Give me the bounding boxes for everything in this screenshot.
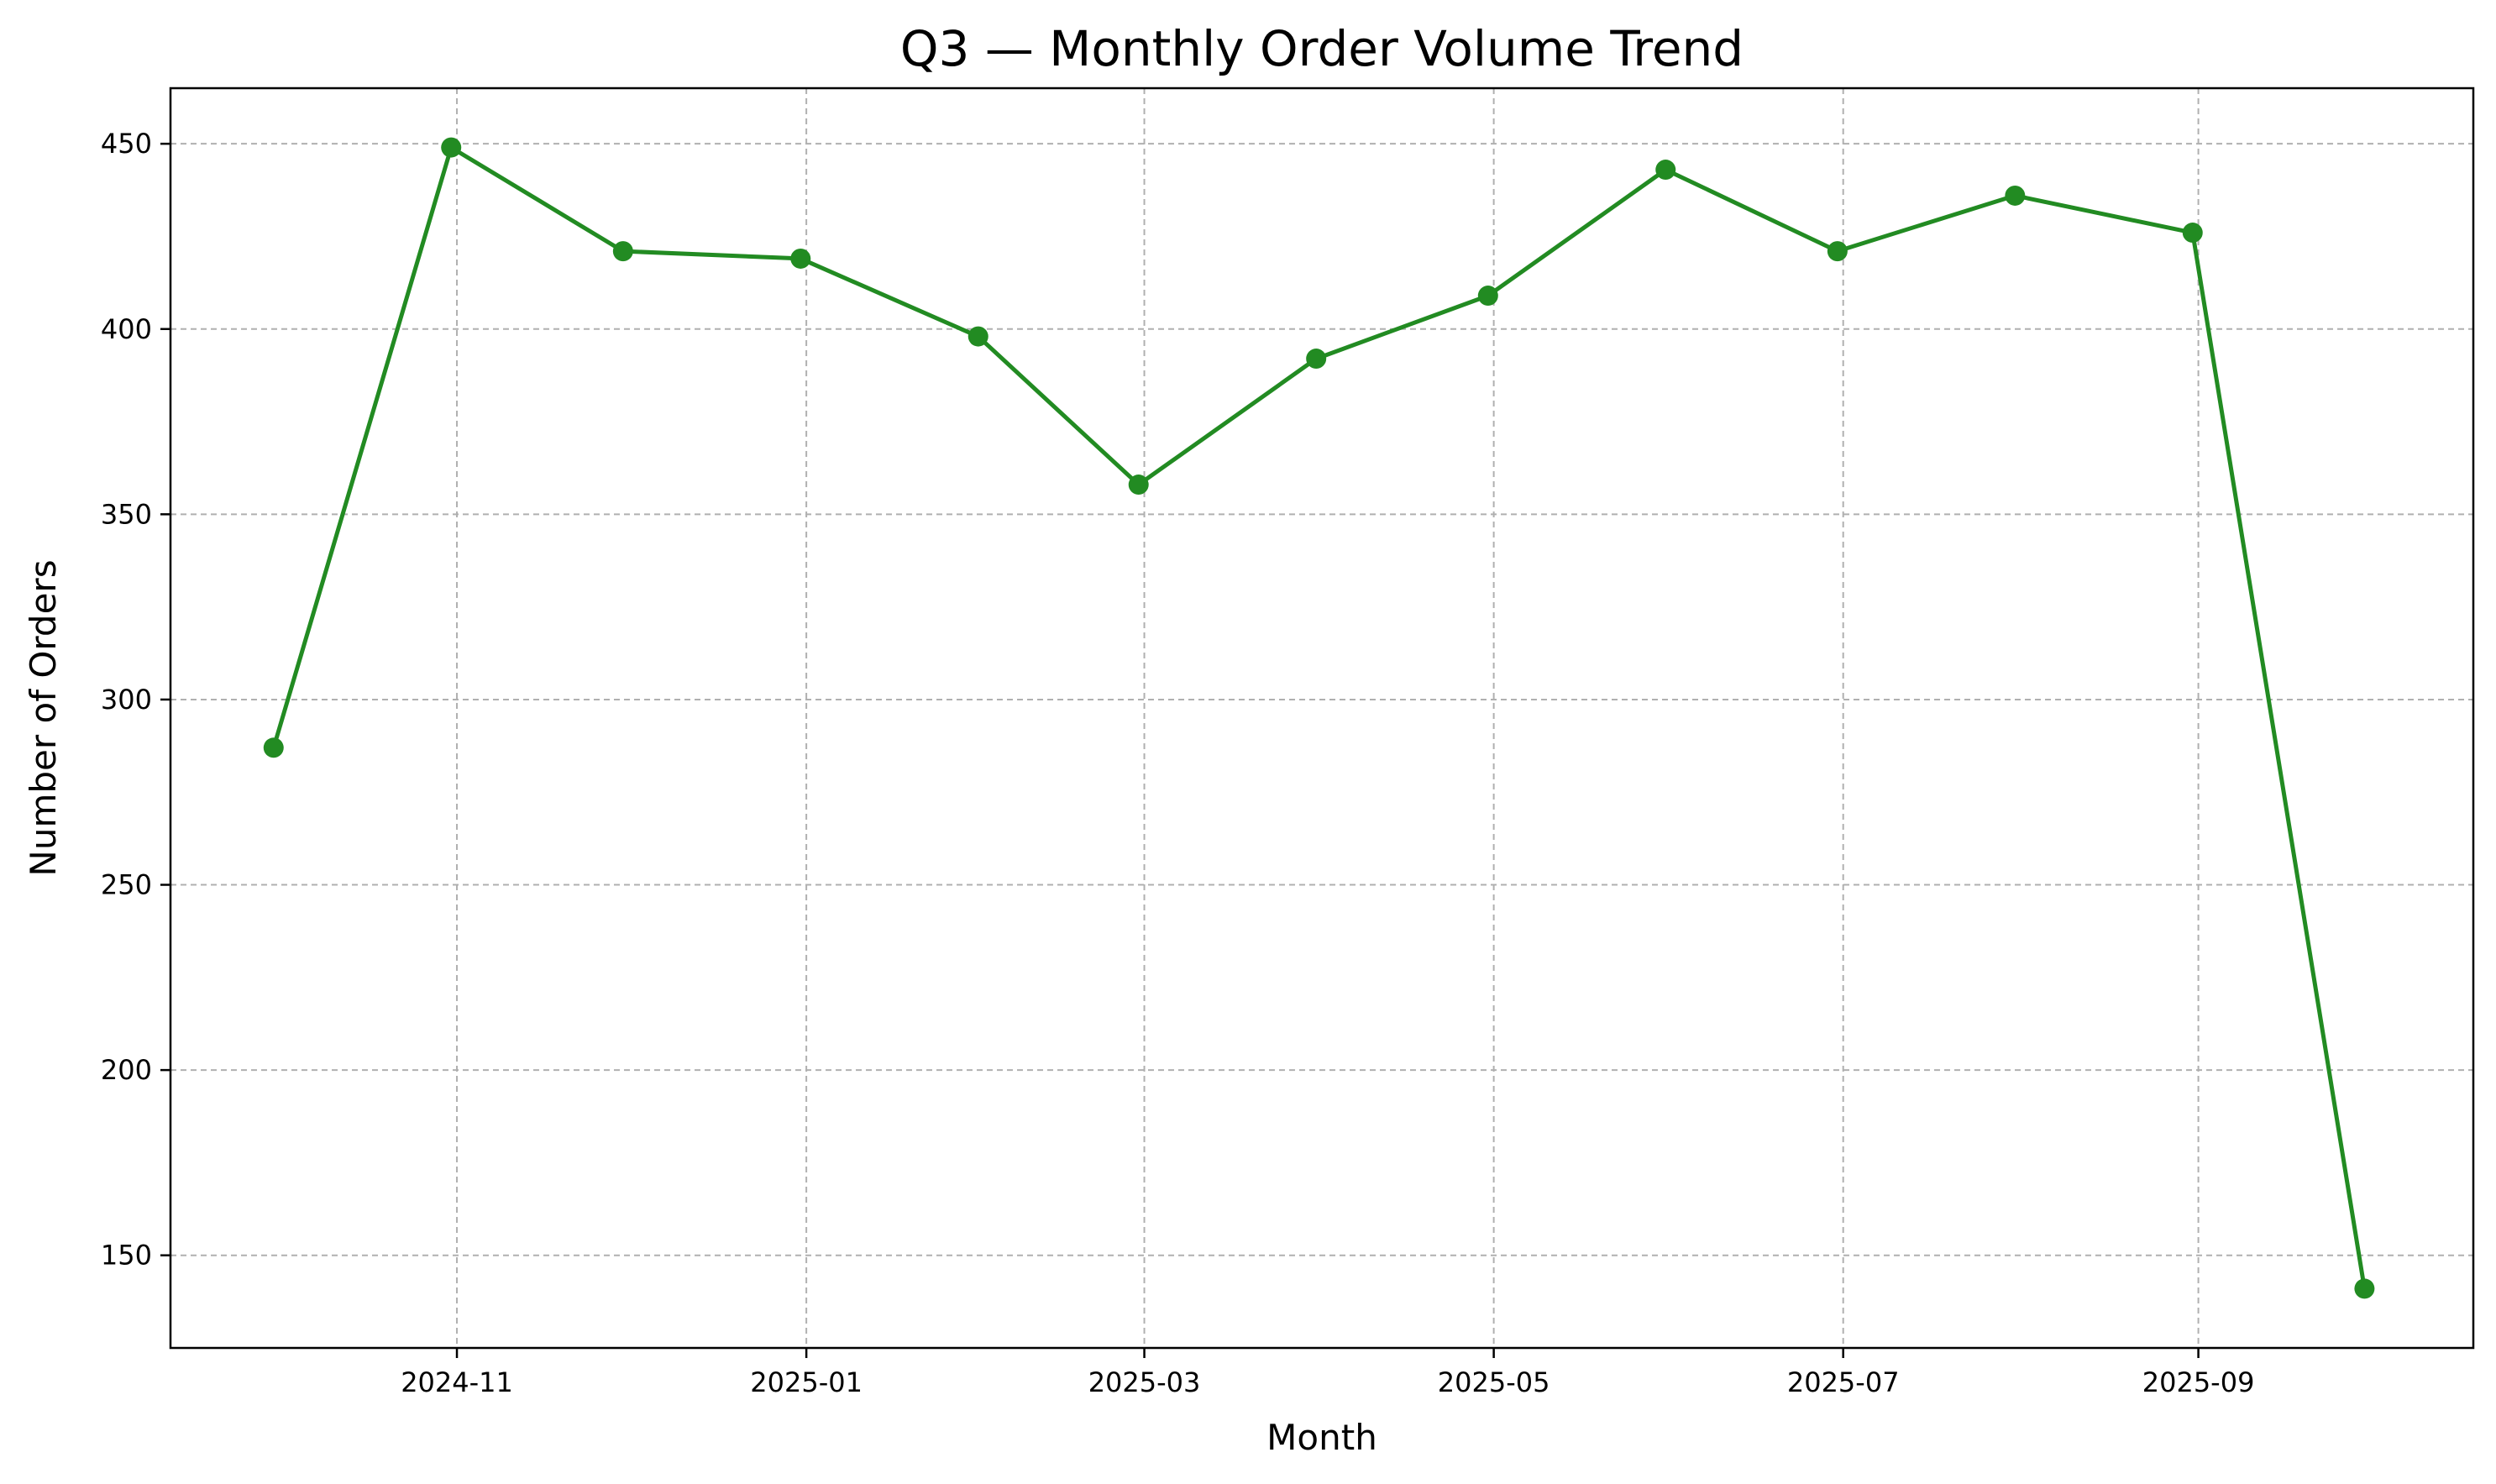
x-tick-label: 2025-09 [2142,1366,2255,1398]
x-tick-label: 2025-03 [1088,1366,1201,1398]
y-axis-label: Number of Orders [23,559,64,876]
data-point [612,241,633,262]
x-tick-label: 2025-07 [1787,1366,1900,1398]
x-tick-label: 2024-11 [401,1366,513,1398]
data-point [1827,241,1848,262]
plot-frame [169,87,2475,1350]
data-point [967,326,988,347]
y-tick-label: 300 [101,684,152,716]
series-layer [263,137,2375,1299]
data-point [2005,185,2026,206]
data-point [1477,286,1498,307]
data-point [1655,160,1676,181]
data-point [263,737,284,758]
y-tick-label: 250 [101,869,152,901]
y-tick-label: 150 [101,1240,152,1272]
axis-ticks: 150 200 250 300 350 400 450 2024-11 2025-01 2025-… [101,128,2255,1398]
x-tick-label: 2025-01 [750,1366,863,1398]
y-tick-label: 200 [101,1054,152,1086]
data-point [2354,1278,2375,1299]
chart-title: Q3 — Monthly Order Volume Trend [900,20,1744,77]
x-tick-label: 2025-05 [1438,1366,1550,1398]
data-point [1306,349,1327,370]
data-point [790,248,811,269]
x-axis-label: Month [1266,1417,1377,1458]
y-tick-label: 350 [101,498,152,530]
y-tick-label: 400 [101,313,152,345]
grid-lines [170,88,2473,1348]
data-point [1128,475,1149,496]
data-point [441,137,462,158]
data-point [2182,223,2203,244]
y-tick-label: 450 [101,128,152,160]
